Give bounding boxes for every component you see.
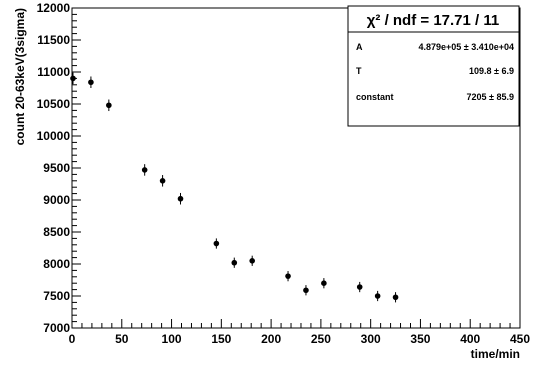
data-point xyxy=(303,287,309,294)
y-axis-title: count 20-63keV(3sigma) xyxy=(13,8,27,145)
y-tick-label: 8000 xyxy=(43,257,70,271)
data-point xyxy=(106,102,112,109)
x-tick-label: 200 xyxy=(261,332,281,346)
y-tick-label: 11000 xyxy=(37,65,70,79)
x-axis: 0 50 100 150 200 250 300 350 400 450 xyxy=(69,319,530,346)
y-tick-label: 10000 xyxy=(37,129,71,143)
y-tick-label: 10500 xyxy=(37,97,71,111)
y-tick-label: 9500 xyxy=(43,161,70,175)
stats-title: χ² / ndf = 17.71 / 11 xyxy=(367,12,499,29)
stats-row-2-name: constant xyxy=(356,92,394,102)
x-tick-label: 50 xyxy=(115,332,129,346)
stats-row-1-value: 109.8 ± 6.9 xyxy=(469,66,514,76)
y-tick-label: 11500 xyxy=(37,33,70,47)
data-point xyxy=(159,178,166,184)
y-tick-label: 7000 xyxy=(43,321,70,335)
data-point xyxy=(285,273,291,279)
data-point xyxy=(356,284,363,290)
y-axis: 7000 7500 8000 8500 9000 9500 10000 10500 11000 1… xyxy=(37,1,81,335)
x-tick-label: 300 xyxy=(361,332,381,346)
y-tick-label: 7500 xyxy=(43,289,70,303)
x-axis-title: time/min xyxy=(471,347,520,361)
data-point xyxy=(88,79,94,86)
data-point xyxy=(374,293,381,299)
x-tick-label: 350 xyxy=(410,332,430,346)
data-point xyxy=(321,280,327,287)
y-tick-label: 9000 xyxy=(43,193,70,207)
stats-row-0-value: 4.879e+05 ± 3.410e+04 xyxy=(418,42,514,52)
stats-row-1-name: T xyxy=(356,66,362,76)
stats-box-frame xyxy=(347,5,520,127)
stats-row-2-value: 7205 ± 85.9 xyxy=(467,92,514,102)
x-tick-label: 0 xyxy=(69,332,76,346)
y-tick-label: 12000 xyxy=(37,1,71,15)
data-point xyxy=(213,240,220,247)
stats-row-0-name: A xyxy=(356,42,363,52)
data-point xyxy=(392,294,399,301)
data-points-group xyxy=(70,72,399,303)
data-point xyxy=(231,259,238,266)
x-tick-label: 150 xyxy=(211,332,231,346)
data-point xyxy=(249,258,255,264)
x-tick-label: 100 xyxy=(162,332,182,346)
x-tick-label: 450 xyxy=(510,332,530,346)
data-point xyxy=(141,167,148,173)
data-point xyxy=(177,195,184,202)
y-tick-label: 8500 xyxy=(43,225,70,239)
x-tick-label: 400 xyxy=(460,332,480,346)
data-point xyxy=(70,75,76,82)
stats-box: χ² / ndf = 17.71 / 11 A 4.879e+05 ± 3.41… xyxy=(347,5,520,127)
x-tick-label: 250 xyxy=(311,332,331,346)
